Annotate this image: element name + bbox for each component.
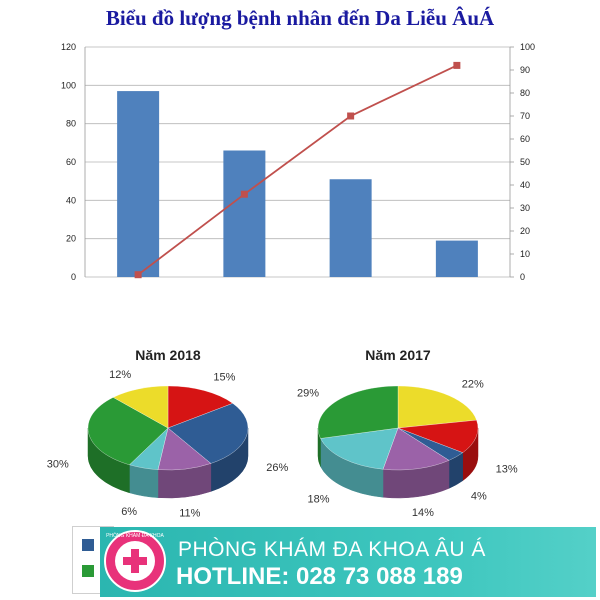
y2-tick-label: 100 <box>520 42 535 52</box>
line-point <box>453 61 461 69</box>
y2-tick-label: 70 <box>520 111 530 121</box>
medical-cross-icon <box>115 541 155 581</box>
y2-tick-label: 60 <box>520 134 530 144</box>
pie-slice <box>167 385 234 429</box>
bar <box>435 240 478 277</box>
hotline-banner[interactable] <box>100 527 596 597</box>
hotline-number[interactable]: HOTLINE: 028 73 088 189 <box>176 563 463 590</box>
pie-slice <box>317 385 399 439</box>
pie-slice <box>167 403 249 464</box>
pie-label: 18% <box>308 493 330 505</box>
pie-label: 15% <box>213 371 235 383</box>
y2-tick-label: 30 <box>520 203 530 213</box>
pie-label: 30% <box>47 458 69 470</box>
clinic-name: PHÒNG KHÁM ĐA KHOA ÂU Á <box>178 538 486 561</box>
bar <box>223 150 266 277</box>
pie-label: 14% <box>412 507 434 519</box>
bar <box>117 91 160 277</box>
pie-title: Năm 2018 <box>135 347 201 363</box>
clinic-logo: PHÒNG KHÁM ĐA KHOA <box>104 530 166 592</box>
pie-slice <box>112 385 169 429</box>
pie-slice <box>397 419 479 453</box>
pie-label: 12% <box>109 369 131 381</box>
y2-tick-label: 90 <box>520 65 530 75</box>
line-point <box>240 190 248 198</box>
line-point <box>134 271 142 279</box>
pie-chart-2018 <box>87 385 249 499</box>
y-tick-label: 80 <box>66 119 76 129</box>
pie-label: 6% <box>121 506 137 518</box>
y-tick-label: 40 <box>66 195 76 205</box>
y2-tick-label: 10 <box>520 249 530 259</box>
pie-label: 29% <box>297 387 319 399</box>
y2-tick-label: 50 <box>520 157 530 167</box>
pie-label: 4% <box>471 491 487 503</box>
pie-slice <box>397 385 477 429</box>
pie-slice <box>320 427 399 470</box>
legend-swatch-blue <box>82 539 94 551</box>
pie-side <box>129 464 159 498</box>
pie-slice <box>87 397 169 465</box>
pie-chart-2017 <box>317 385 479 499</box>
y-tick-label: 0 <box>71 272 76 282</box>
line-series <box>137 64 458 276</box>
line-point <box>347 112 355 120</box>
y-tick-label: 120 <box>61 42 76 52</box>
page-title: Biểu đồ lượng bệnh nhân đến Da Liễu ÂuÁ <box>105 6 495 30</box>
y-tick-label: 100 <box>61 80 76 90</box>
pie-label: 26% <box>266 462 288 474</box>
y-tick-label: 60 <box>66 157 76 167</box>
logo-text: PHÒNG KHÁM ĐA KHOA <box>106 533 164 539</box>
y2-tick-label: 0 <box>520 272 525 282</box>
y2-tick-label: 80 <box>520 88 530 98</box>
y-tick-label: 20 <box>66 234 76 244</box>
pie-label: 11% <box>179 508 200 520</box>
pie-label: 13% <box>496 464 518 476</box>
bar <box>329 179 372 277</box>
y2-tick-label: 20 <box>520 226 530 236</box>
pie-label: 22% <box>462 378 484 390</box>
legend-swatch-green <box>82 565 94 577</box>
pie-title: Năm 2017 <box>365 347 431 363</box>
y2-tick-label: 40 <box>520 180 530 190</box>
